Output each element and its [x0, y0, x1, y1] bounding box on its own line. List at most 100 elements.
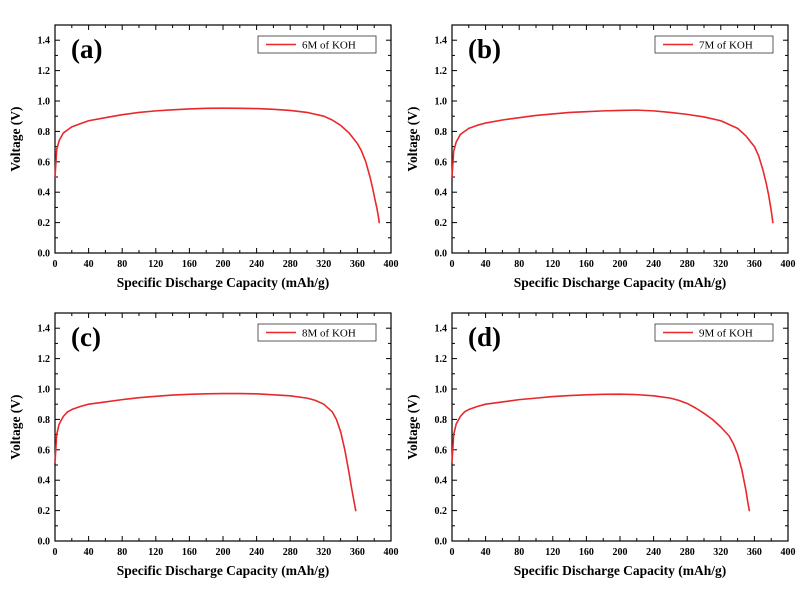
plot-frame-c — [54, 312, 392, 542]
legend-label-a: 6M of KOH — [302, 40, 356, 52]
y-tick-label-b-3: 0.6 — [435, 157, 448, 168]
legend-box-b — [654, 35, 774, 54]
x-tick-label-b-3: 120 — [545, 259, 560, 270]
x-tick-label-b-7: 280 — [680, 259, 695, 270]
legend-label-b: 7M of KOH — [699, 40, 753, 52]
y-tick-label-c-0: 0.0 — [38, 537, 51, 548]
y-axis-label-c: Voltage (V) — [8, 394, 23, 459]
y-tick-label-b-2: 0.4 — [435, 188, 448, 199]
y-tick-label-c-7: 1.4 — [38, 324, 51, 335]
y-tick-label-d-3: 0.6 — [435, 445, 448, 456]
x-tick-label-c-2: 80 — [117, 547, 127, 558]
y-tick-label-a-7: 1.4 — [38, 36, 51, 47]
x-tick-label-b-5: 200 — [613, 259, 628, 270]
legend-label-c: 8M of KOH — [302, 328, 356, 340]
x-tick-label-a-0: 0 — [53, 259, 58, 270]
panel-label-c: (c) — [71, 322, 101, 352]
y-tick-label-b-0: 0.0 — [435, 249, 448, 260]
x-tick-label-d-8: 320 — [713, 547, 728, 558]
series-line-a-0 — [54, 107, 381, 224]
y-tick-label-c-2: 0.4 — [38, 476, 51, 487]
x-tick-label-c-6: 240 — [249, 547, 264, 558]
y-tick-label-a-5: 1.0 — [38, 97, 51, 108]
y-tick-label-c-3: 0.6 — [38, 445, 51, 456]
legend-box-d — [654, 323, 774, 342]
x-tick-label-d-9: 360 — [747, 547, 762, 558]
x-tick-label-c-5: 200 — [216, 547, 231, 558]
y-tick-label-d-2: 0.4 — [435, 476, 448, 487]
x-tick-label-b-8: 320 — [713, 259, 728, 270]
x-tick-label-d-2: 80 — [514, 547, 524, 558]
y-tick-label-a-0: 0.0 — [38, 249, 51, 260]
panel-label-b: (b) — [468, 34, 501, 64]
y-tick-label-c-6: 1.2 — [38, 354, 51, 365]
panel-label-d: (d) — [468, 322, 501, 352]
x-tick-label-b-1: 40 — [481, 259, 491, 270]
x-tick-label-d-3: 120 — [545, 547, 560, 558]
legend-box-c — [257, 323, 377, 342]
y-tick-label-d-0: 0.0 — [435, 537, 448, 548]
x-tick-label-a-10: 400 — [384, 259, 399, 270]
panel-b: 0 40 80 120 160 200 240 280 320 360 400 0.0 0.2 0.4 0.… — [405, 24, 796, 290]
panel-label-a: (a) — [71, 34, 102, 64]
x-tick-label-b-10: 400 — [781, 259, 796, 270]
y-tick-label-d-5: 1.0 — [435, 385, 448, 396]
x-tick-label-a-6: 240 — [249, 259, 264, 270]
x-tick-label-a-1: 40 — [84, 259, 94, 270]
panel-c: 0 40 80 120 160 200 240 280 320 360 400 0.0 0.2 0.4 0.… — [8, 312, 399, 578]
x-tick-label-b-6: 240 — [646, 259, 661, 270]
x-tick-label-b-4: 160 — [579, 259, 594, 270]
x-tick-label-a-5: 200 — [216, 259, 231, 270]
x-tick-label-a-7: 280 — [283, 259, 298, 270]
x-tick-label-d-5: 200 — [613, 547, 628, 558]
y-tick-label-b-7: 1.4 — [435, 36, 448, 47]
y-tick-label-a-6: 1.2 — [38, 66, 51, 77]
y-tick-label-a-2: 0.4 — [38, 188, 51, 199]
x-tick-label-c-1: 40 — [84, 547, 94, 558]
x-axis-label-b: Specific Discharge Capacity (mAh/g) — [514, 275, 727, 290]
x-tick-label-d-0: 0 — [450, 547, 455, 558]
x-tick-label-d-1: 40 — [481, 547, 491, 558]
y-tick-label-a-4: 0.8 — [38, 127, 51, 138]
x-tick-label-a-9: 360 — [350, 259, 365, 270]
x-tick-label-c-0: 0 — [53, 547, 58, 558]
x-tick-label-c-7: 280 — [283, 547, 298, 558]
x-tick-label-c-8: 320 — [316, 547, 331, 558]
y-axis-label-a: Voltage (V) — [8, 106, 23, 171]
x-tick-label-a-4: 160 — [182, 259, 197, 270]
series-line-b-0 — [451, 109, 774, 224]
y-tick-label-b-4: 0.8 — [435, 127, 448, 138]
legend-box-a — [257, 35, 377, 54]
x-tick-label-c-3: 120 — [148, 547, 163, 558]
panel-a: 0 40 80 120 160 200 240 280 320 360 400 0.0 0.2 0.4 0.… — [8, 24, 399, 290]
series-line-d-0 — [451, 393, 751, 512]
x-tick-label-b-9: 360 — [747, 259, 762, 270]
x-axis-label-a: Specific Discharge Capacity (mAh/g) — [117, 275, 330, 290]
y-tick-label-a-1: 0.2 — [38, 218, 51, 229]
x-tick-label-c-10: 400 — [384, 547, 399, 558]
y-tick-label-d-1: 0.2 — [435, 506, 448, 517]
x-tick-label-b-0: 0 — [450, 259, 455, 270]
y-axis-label-d: Voltage (V) — [405, 394, 420, 459]
x-tick-label-d-7: 280 — [680, 547, 695, 558]
y-tick-label-c-1: 0.2 — [38, 506, 51, 517]
y-tick-label-b-6: 1.2 — [435, 66, 448, 77]
legend-label-d: 9M of KOH — [699, 328, 753, 340]
x-tick-label-d-6: 240 — [646, 547, 661, 558]
panel-d: 0 40 80 120 160 200 240 280 320 360 400 0.0 0.2 0.4 0.… — [405, 312, 796, 578]
x-axis-label-d: Specific Discharge Capacity (mAh/g) — [514, 563, 727, 578]
x-axis-label-c: Specific Discharge Capacity (mAh/g) — [117, 563, 330, 578]
series-line-c-0 — [54, 392, 357, 512]
x-tick-label-d-4: 160 — [579, 547, 594, 558]
x-tick-label-b-2: 80 — [514, 259, 524, 270]
y-tick-label-d-6: 1.2 — [435, 354, 448, 365]
y-axis-label-b: Voltage (V) — [405, 106, 420, 171]
x-tick-label-a-3: 120 — [148, 259, 163, 270]
y-tick-label-c-5: 1.0 — [38, 385, 51, 396]
y-tick-label-c-4: 0.8 — [38, 415, 51, 426]
y-tick-label-a-3: 0.6 — [38, 157, 51, 168]
y-tick-label-b-5: 1.0 — [435, 97, 448, 108]
y-tick-label-b-1: 0.2 — [435, 218, 448, 229]
x-tick-label-c-4: 160 — [182, 547, 197, 558]
